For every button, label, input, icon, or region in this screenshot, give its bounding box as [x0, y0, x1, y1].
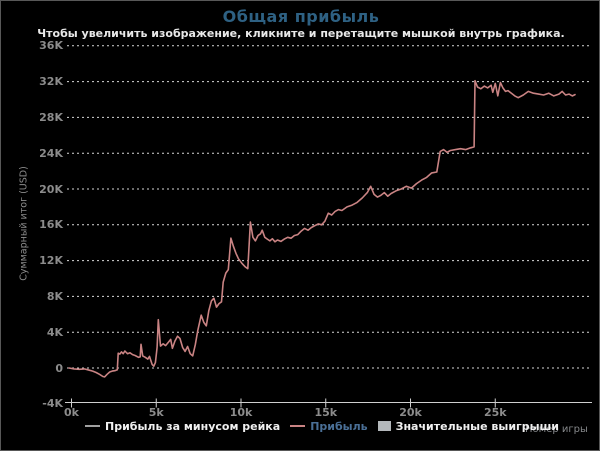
legend-label: Прибыль: [310, 419, 368, 433]
legend-item-profit: Прибыль: [290, 419, 368, 433]
legend-item-profit-minus-rake: Прибыль за минусом рейка: [85, 420, 280, 433]
y-tick-label: 12K: [39, 254, 63, 268]
x-tick-label: 20k: [399, 406, 422, 419]
big-wins-box-swatch: [377, 421, 391, 431]
y-tick-label: 28K: [39, 110, 63, 124]
legend-item-big-wins: Значительные выигрыши: [377, 419, 559, 433]
y-tick-label: 32K: [39, 75, 63, 89]
x-tick-label: 15k: [314, 406, 338, 419]
x-axis-title: Номер игры: [525, 424, 588, 435]
profit-line: [68, 79, 576, 378]
chart-title: Общая прибыль: [222, 7, 380, 26]
legend: Прибыль за минусом рейка Прибыль Значите…: [85, 418, 559, 434]
profit-minus-rake-line-swatch: [85, 425, 100, 427]
y-tick-label: -4K: [42, 397, 63, 411]
y-tick-label: 36K: [39, 39, 63, 53]
x-tick-label: 10k: [229, 406, 253, 419]
y-tick-label: 4K: [46, 325, 63, 339]
y-tick-label: 20K: [39, 182, 63, 196]
y-tick-label: 16K: [39, 218, 63, 232]
legend-label: Прибыль за минусом рейка: [105, 419, 281, 433]
legend-label: Значительные выигрыши: [395, 419, 559, 433]
y-tick-label: 24K: [39, 146, 63, 160]
y-tick-label: 0: [55, 361, 63, 375]
x-tick-label: 25k: [483, 406, 507, 419]
profit-line-swatch: [290, 425, 306, 427]
x-tick-label: 5k: [148, 406, 164, 419]
y-tick-label: 8K: [46, 289, 63, 303]
x-tick-label: 0k: [64, 406, 79, 419]
chart-subtitle: Чтобы увеличить изображение, кликните и …: [37, 27, 565, 40]
